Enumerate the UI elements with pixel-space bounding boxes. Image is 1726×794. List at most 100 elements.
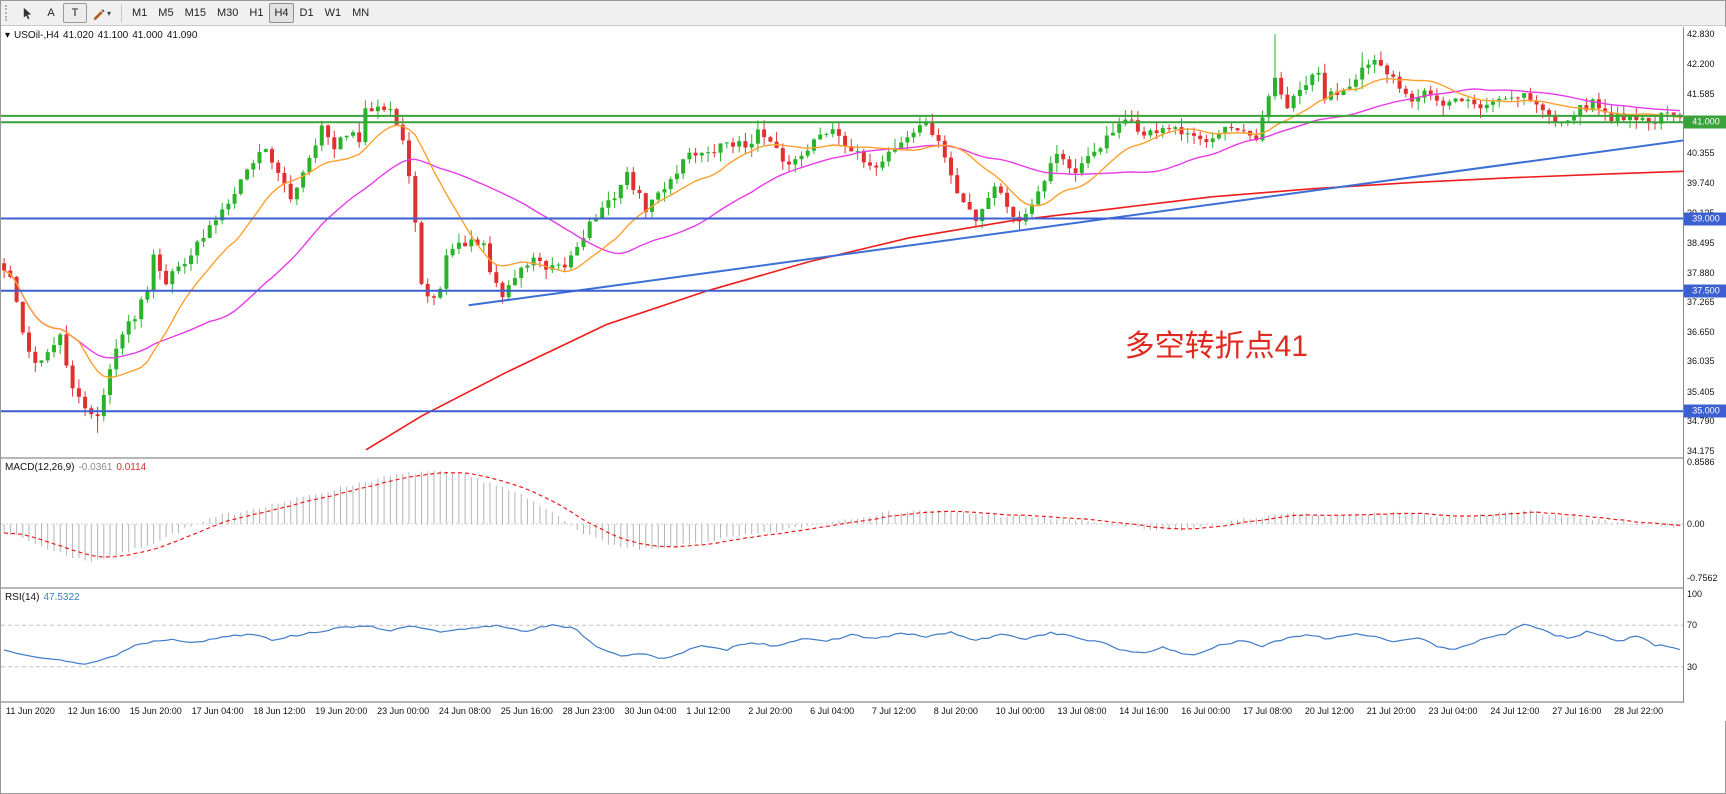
ohlc-high: 41.100: [97, 30, 129, 41]
price-line-label[interactable]: 37.500: [1684, 284, 1726, 298]
timeframe-m1-button[interactable]: M1: [132, 7, 148, 19]
macd-axis-tick: 0.00: [1687, 519, 1705, 529]
time-tick-label: 17 Jun 04:00: [191, 706, 244, 716]
ohlc-low: 41.000: [132, 30, 163, 41]
timeframe-m30-button[interactable]: M30: [216, 7, 239, 19]
price-tick: 39.740: [1687, 177, 1715, 188]
price-tick: 36.035: [1687, 356, 1715, 367]
time-axis[interactable]: 11 Jun 2020 12 Jun 16:00 15 Jun 20:00 17 Ju…: [1, 703, 1726, 721]
price-tick: 42.830: [1687, 29, 1715, 39]
rsi-axis-tick: 30: [1687, 661, 1698, 672]
time-tick-label: 1 Jul 12:00: [686, 706, 731, 716]
label-tool-label: T: [71, 7, 79, 19]
time-tick-label: 17 Jul 08:00: [1243, 706, 1293, 716]
price-tick: 37.880: [1687, 267, 1715, 278]
time-tick-label: 12 Jun 16:00: [67, 706, 120, 716]
macd-chart[interactable]: [1, 460, 1683, 587]
time-tick-label: 7 Jul 12:00: [871, 706, 916, 716]
price-tick: 35.405: [1687, 386, 1715, 397]
price-line-label[interactable]: 41.000: [1684, 115, 1726, 129]
time-tick-label: 23 Jun 00:00: [377, 706, 430, 716]
time-tick-label: 27 Jul 16:00: [1552, 706, 1602, 716]
price-line-label[interactable]: 39.000: [1684, 212, 1726, 225]
time-tick-label: 24 Jun 08:00: [438, 706, 491, 716]
toolbar-separator: [121, 4, 123, 22]
time-tick-label: 23 Jul 04:00: [1428, 706, 1478, 716]
rsi-panel[interactable]: RSI(14) 47.5322: [1, 590, 1683, 701]
rsi-chart[interactable]: [1, 590, 1683, 701]
collapse-arrow-icon[interactable]: ▾: [5, 30, 11, 41]
time-tick-label: 11 Jun 2020: [6, 706, 55, 716]
timeframe-m15-button[interactable]: M15: [184, 7, 206, 19]
macd-label: MACD(12,26,9) -0.0361 0.0114: [5, 462, 150, 473]
price-tick: 42.200: [1687, 59, 1715, 70]
time-tick-label: 24 Jul 12:00: [1490, 706, 1540, 716]
price-tick: 34.175: [1687, 446, 1715, 456]
time-tick-label: 2 Jul 20:00: [748, 706, 793, 716]
time-axis-divider: [1, 701, 1726, 703]
time-tick-label: 10 Jul 00:00: [995, 706, 1045, 716]
symbol-period-label: USOil-,H4: [14, 30, 60, 41]
price-tick: 36.650: [1687, 326, 1715, 337]
price-tick: 40.355: [1687, 148, 1715, 159]
price-axis[interactable]: 42.83042.20041.58540.97040.35539.74039.1…: [1683, 27, 1726, 703]
macd-svg: [1, 470, 1683, 562]
price-tick: 37.265: [1687, 297, 1715, 308]
price-tick: 34.790: [1687, 416, 1715, 427]
text-label-tool-button[interactable]: T: [63, 3, 87, 23]
candlestick-chart[interactable]: 多空转折点41: [1, 27, 1683, 457]
rsi-label: RSI(14) 47.5322: [5, 592, 84, 603]
time-tick-label: 13 Jul 08:00: [1057, 706, 1107, 716]
time-tick-label: 18 Jun 12:00: [253, 706, 306, 716]
dropdown-caret-icon: ▾: [107, 8, 112, 18]
timeframe-h1-button[interactable]: H1: [249, 7, 264, 19]
chart-symbol-label: ▾ USOil-,H4 41.020 41.100 41.000 41.090: [5, 30, 201, 41]
timeframe-m5-button[interactable]: M5: [158, 7, 174, 19]
draw-tool-button[interactable]: ▾: [87, 3, 116, 23]
price-line-label[interactable]: 35.000: [1684, 404, 1726, 418]
main-chart-svg: 多空转折点41: [1, 34, 1683, 451]
ohlc-close: 41.090: [166, 30, 198, 41]
text-tool-label: A: [47, 7, 55, 19]
toolbar: A T ▾ M1 M5 M15 M30 H1 H4 D1 W1 MN: [1, 1, 1725, 26]
main-chart-panel[interactable]: 多空转折点41 ▾ USOil-,H4 41.020 41.100 41.000 41.0…: [1, 27, 1683, 457]
time-tick-label: 25 Jun 16:00: [500, 706, 553, 716]
time-tick-label: 6 Jul 04:00: [810, 706, 855, 716]
macd-panel[interactable]: MACD(12,26,9) -0.0361 0.0114: [1, 460, 1683, 587]
timeframe-h4-button[interactable]: H4: [269, 3, 294, 23]
price-tick: 41.585: [1687, 89, 1715, 99]
panel-divider-rsi[interactable]: [1, 587, 1726, 589]
macd-main-value: -0.0361: [78, 462, 113, 473]
ohlc-open: 41.020: [63, 30, 94, 41]
panel-divider-macd[interactable]: [1, 457, 1726, 459]
timeframe-d1-button[interactable]: D1: [299, 7, 314, 19]
cursor-tool-button[interactable]: [15, 3, 39, 23]
price-tick: 38.495: [1687, 237, 1715, 248]
pen-icon: [93, 8, 105, 20]
timeframe-w1-button[interactable]: W1: [324, 7, 342, 19]
rsi-value: 47.5322: [43, 592, 80, 603]
macd-name: MACD(12,26,9): [5, 462, 75, 473]
toolbar-grip[interactable]: [5, 5, 11, 21]
time-tick-label: 21 Jul 20:00: [1366, 706, 1416, 716]
rsi-axis-tick: 100: [1687, 589, 1703, 599]
macd-axis-tick: -0.7562: [1687, 573, 1718, 584]
time-tick-label: 20 Jul 12:00: [1304, 706, 1354, 716]
rsi-svg: [1, 623, 1683, 668]
macd-signal-value: 0.0114: [116, 462, 147, 473]
time-tick-label: 19 Jun 20:00: [315, 706, 368, 716]
time-tick-label: 14 Jul 16:00: [1119, 706, 1169, 716]
text-tool-button[interactable]: A: [39, 3, 63, 23]
timeframe-mn-button[interactable]: MN: [352, 7, 370, 19]
cursor-icon: [23, 7, 31, 19]
macd-axis-tick: 0.8586: [1687, 457, 1715, 468]
time-tick-label: 15 Jun 20:00: [129, 706, 182, 716]
time-tick-label: 16 Jul 00:00: [1181, 706, 1231, 716]
timeframe-buttons: M1 M5 M15 M30 H1 H4 D1 W1 MN: [127, 3, 374, 23]
time-tick-label: 28 Jul 22:00: [1614, 706, 1664, 716]
time-tick-label: 8 Jul 20:00: [933, 706, 978, 716]
chart-client-area: 多空转折点41 ▾ USOil-,H4 41.020 41.100 41.000 41.0…: [1, 27, 1726, 793]
rsi-name: RSI(14): [5, 592, 40, 603]
time-tick-label: 30 Jun 04:00: [624, 706, 677, 716]
